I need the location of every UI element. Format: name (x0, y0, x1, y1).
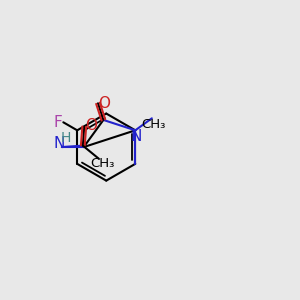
Text: N: N (54, 136, 65, 151)
Text: H: H (60, 131, 71, 145)
Text: O: O (98, 96, 110, 111)
Text: CH₃: CH₃ (90, 158, 115, 170)
Text: F: F (54, 115, 62, 130)
Text: CH₃: CH₃ (141, 118, 166, 131)
Text: N: N (130, 129, 142, 144)
Text: O: O (85, 118, 97, 133)
